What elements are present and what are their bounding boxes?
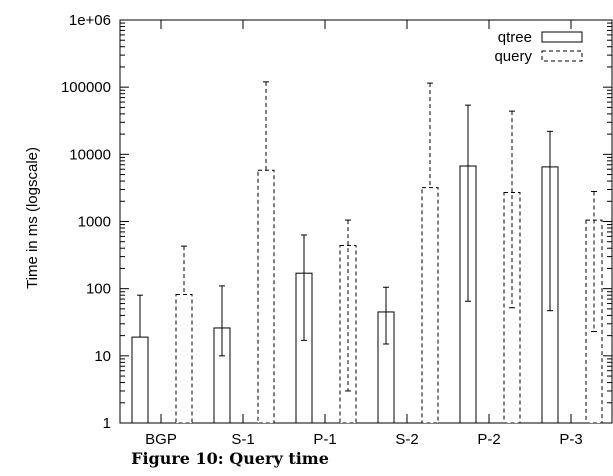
qtree-bar-bgp xyxy=(131,336,149,424)
y-tick-label: 10000 xyxy=(69,146,111,163)
y-tick-label: 1000 xyxy=(78,214,111,231)
bars xyxy=(131,165,603,424)
y-tick-label: 1 xyxy=(103,415,111,432)
y-tick-label: 100000 xyxy=(61,79,111,96)
x-tick-label-s-2: S-2 xyxy=(395,431,418,446)
query-bar-s-1 xyxy=(257,169,275,424)
y-axis: 1 10 100 1000 10000 100000 1e+06 xyxy=(61,12,612,432)
legend-swatch-qtree xyxy=(541,31,583,43)
plot-border xyxy=(119,19,613,424)
figure-caption: Figure 10: Query time xyxy=(131,449,329,468)
x-tick-label-p-1: P-1 xyxy=(313,431,336,446)
legend-label-qtree: qtree xyxy=(498,29,532,46)
legend-swatch-query xyxy=(541,50,583,62)
x-tick-label-s-1: S-1 xyxy=(231,431,254,446)
plot-frame xyxy=(119,19,613,424)
y-tick-label: 1e+06 xyxy=(69,12,111,29)
x-tick-label-bgp: BGP xyxy=(145,431,177,446)
legend-label-query: query xyxy=(494,48,532,65)
legend: qtree query xyxy=(494,29,583,65)
error-bars xyxy=(137,81,597,392)
y-axis-title: Time in ms (logscale) xyxy=(24,147,41,289)
y-tick-label: 100 xyxy=(86,281,111,298)
query-bar-bgp xyxy=(175,293,193,424)
y-tick-label: 10 xyxy=(94,348,111,365)
query-bar-s-2 xyxy=(421,187,439,424)
x-axis: BGP S-1 P-1 S-2 P-2 P-3 xyxy=(145,20,583,446)
query-time-chart: 1 10 100 1000 10000 100000 1e+06 BGP S-1 P-1 S-2 P… xyxy=(24,12,613,446)
x-tick-label-p-3: P-3 xyxy=(559,431,582,446)
x-tick-label-p-2: P-2 xyxy=(477,431,500,446)
